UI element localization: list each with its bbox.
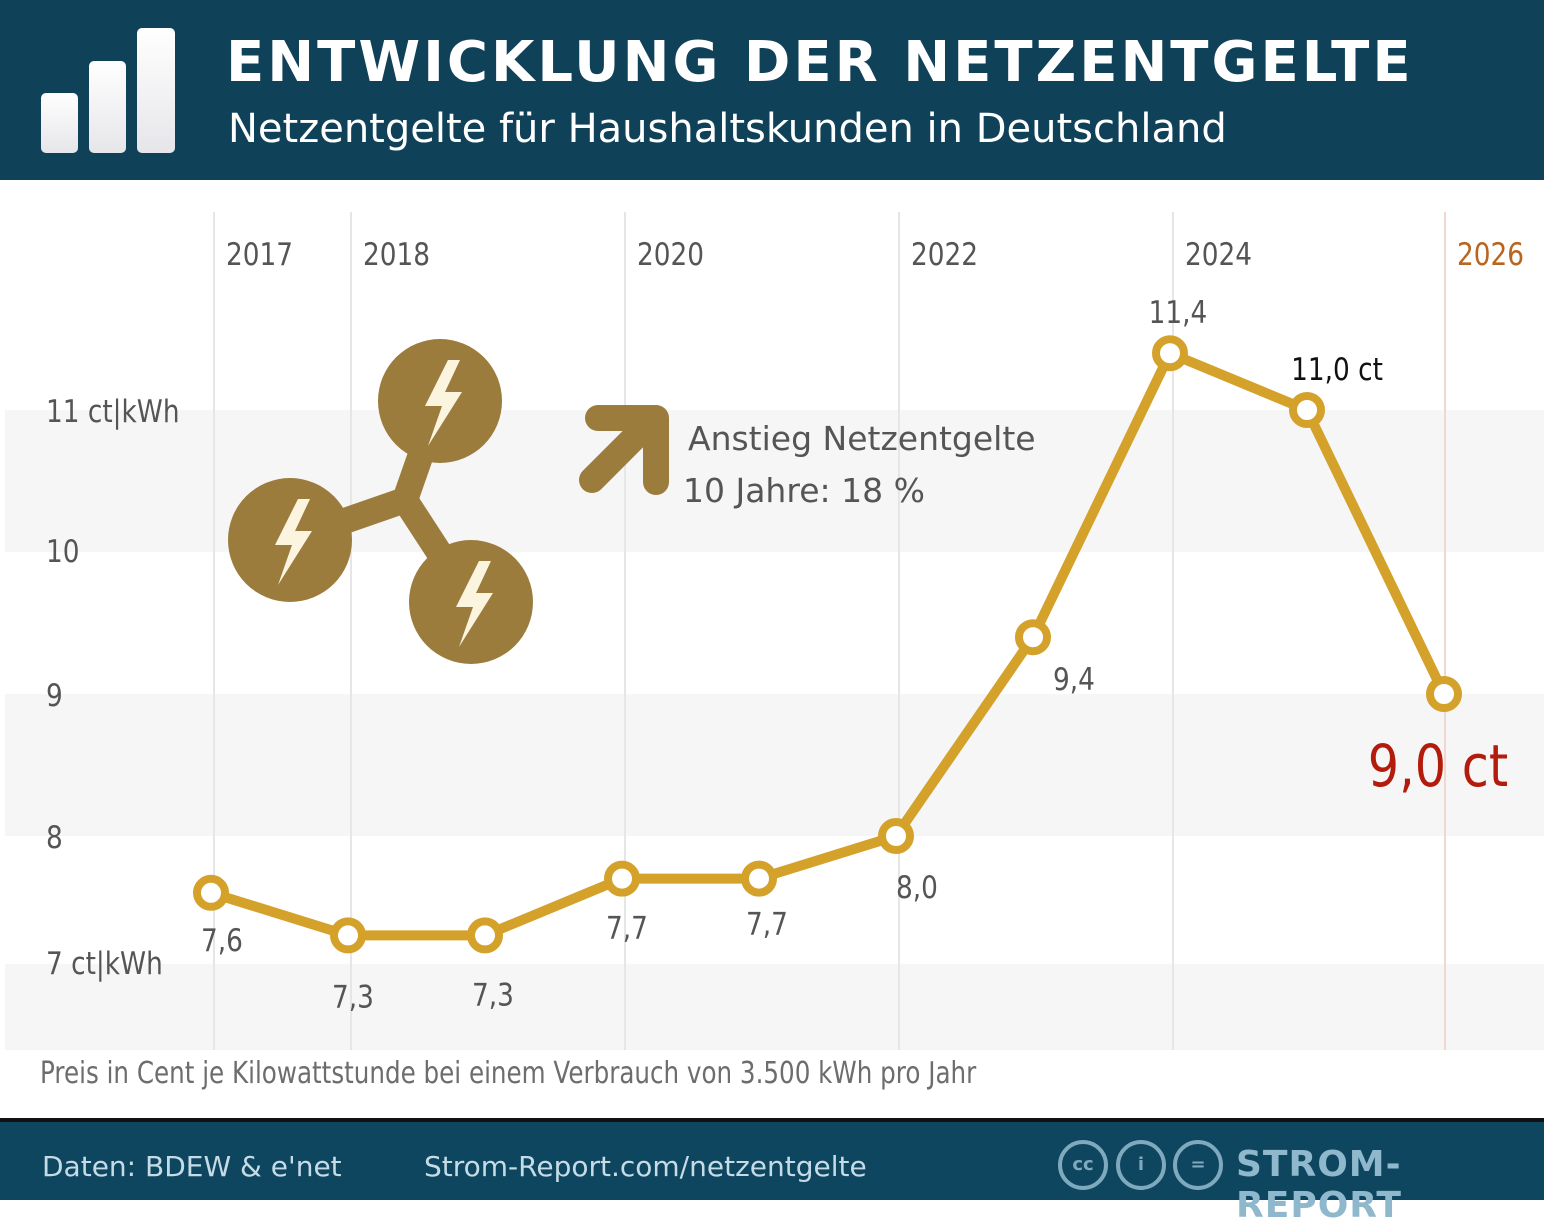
- data-label: 7,7: [746, 906, 788, 943]
- source-text: Daten: BDEW & e'net: [42, 1150, 342, 1183]
- page-title: ENTWICKLUNG DER NETZENTGELTE: [226, 30, 1414, 95]
- nd-icon: =: [1173, 1140, 1223, 1190]
- data-label: 7,3: [472, 976, 514, 1013]
- data-point: [1289, 392, 1325, 428]
- data-label: 8,0: [896, 869, 938, 906]
- y-tick-label: 7 ct|kWh: [46, 945, 163, 982]
- grid-band: [5, 963, 1544, 1050]
- data-point: [467, 917, 503, 954]
- data-label: 11,4: [1149, 294, 1208, 331]
- y-tick-label: 11 ct|kWh: [46, 393, 180, 430]
- data-label: 11,0 ct: [1291, 351, 1383, 388]
- by-icon: i: [1116, 1140, 1166, 1190]
- footer: Daten: BDEW & e'net Strom-Report.com/net…: [0, 1118, 1544, 1226]
- data-label: 7,3: [332, 978, 374, 1015]
- line-chart: 7 ct|kWh 8 9 10 11 ct|kWh 2017 2018 2020 2022 20…: [5, 212, 1544, 1050]
- data-point: [1152, 335, 1188, 372]
- data-label: 9,4: [1053, 661, 1095, 698]
- data-point: [1015, 619, 1051, 656]
- brand-logo: STROM-REPORT: [1236, 1144, 1402, 1226]
- power-grid-lightning-icon: [228, 339, 533, 664]
- data-point: [878, 818, 914, 854]
- cc-icon: cc: [1058, 1140, 1108, 1190]
- x-tick-label: 2024: [1185, 236, 1252, 273]
- grid-band: [5, 694, 1544, 836]
- x-tick-label: 2026: [1457, 236, 1524, 273]
- data-point: [604, 860, 640, 897]
- y-tick-label: 10: [46, 533, 80, 570]
- annotation-line1: Anstieg Netzentgelte: [688, 419, 1036, 458]
- data-point: [741, 860, 777, 897]
- y-tick-label: 9: [46, 677, 63, 714]
- header: ENTWICKLUNG DER NETZENTGELTE Netzentgelt…: [0, 0, 1544, 180]
- data-label: 7,6: [201, 922, 243, 959]
- page-subtitle: Netzentgelte für Haushaltskunden in Deut…: [228, 106, 1227, 152]
- data-point: [193, 874, 229, 911]
- data-point: [330, 917, 366, 954]
- source-link[interactable]: Strom-Report.com/netzentgelte: [424, 1150, 867, 1183]
- annotation-line2: 10 Jahre: 18 %: [683, 471, 925, 510]
- x-tick-label: 2020: [637, 236, 704, 273]
- series-line: [209, 348, 1449, 941]
- x-tick-label: 2017: [226, 236, 293, 273]
- chart-note: Preis in Cent je Kilowattstunde bei eine…: [40, 1056, 977, 1091]
- data-label: 9,0 ct: [1368, 732, 1508, 800]
- y-tick-label: 8: [46, 819, 63, 856]
- arrow-up-right-icon: [579, 405, 669, 495]
- data-point: [1426, 676, 1462, 712]
- data-label: 7,7: [606, 910, 648, 947]
- x-tick-label: 2018: [363, 236, 430, 273]
- x-tick-label: 2022: [911, 236, 978, 273]
